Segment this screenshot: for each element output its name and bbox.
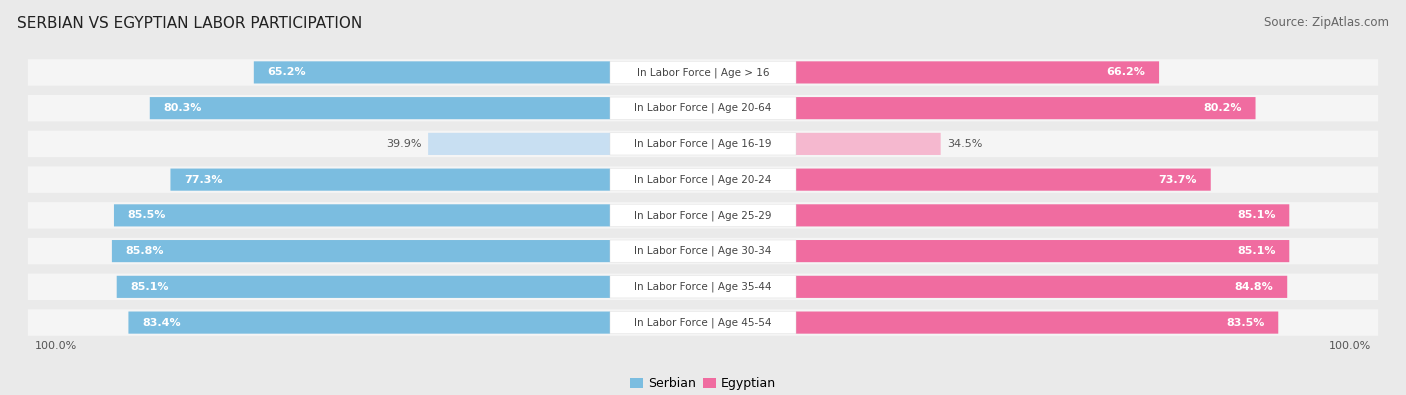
FancyBboxPatch shape	[28, 95, 1378, 121]
FancyBboxPatch shape	[427, 133, 610, 155]
FancyBboxPatch shape	[254, 61, 610, 83]
FancyBboxPatch shape	[610, 133, 796, 155]
FancyBboxPatch shape	[796, 169, 1211, 191]
Text: In Labor Force | Age 16-19: In Labor Force | Age 16-19	[634, 139, 772, 149]
Text: 83.5%: 83.5%	[1226, 318, 1264, 327]
FancyBboxPatch shape	[610, 312, 796, 334]
Text: 85.1%: 85.1%	[1237, 211, 1275, 220]
Text: In Labor Force | Age > 16: In Labor Force | Age > 16	[637, 67, 769, 78]
Text: In Labor Force | Age 20-24: In Labor Force | Age 20-24	[634, 174, 772, 185]
Legend: Serbian, Egyptian: Serbian, Egyptian	[626, 372, 780, 395]
FancyBboxPatch shape	[117, 276, 610, 298]
FancyBboxPatch shape	[610, 169, 796, 191]
FancyBboxPatch shape	[28, 202, 1378, 229]
FancyBboxPatch shape	[28, 59, 1378, 86]
Text: 65.2%: 65.2%	[267, 68, 307, 77]
Text: 39.9%: 39.9%	[385, 139, 422, 149]
FancyBboxPatch shape	[796, 97, 1256, 119]
Text: 83.4%: 83.4%	[142, 318, 181, 327]
FancyBboxPatch shape	[610, 97, 796, 119]
FancyBboxPatch shape	[610, 204, 796, 226]
Text: In Labor Force | Age 35-44: In Labor Force | Age 35-44	[634, 282, 772, 292]
Text: Source: ZipAtlas.com: Source: ZipAtlas.com	[1264, 16, 1389, 29]
Text: SERBIAN VS EGYPTIAN LABOR PARTICIPATION: SERBIAN VS EGYPTIAN LABOR PARTICIPATION	[17, 16, 363, 31]
FancyBboxPatch shape	[28, 131, 1378, 157]
FancyBboxPatch shape	[610, 276, 796, 298]
Text: 85.1%: 85.1%	[1237, 246, 1275, 256]
FancyBboxPatch shape	[28, 309, 1378, 336]
FancyBboxPatch shape	[112, 240, 610, 262]
FancyBboxPatch shape	[150, 97, 610, 119]
Text: 34.5%: 34.5%	[948, 139, 983, 149]
Text: 66.2%: 66.2%	[1107, 68, 1146, 77]
FancyBboxPatch shape	[28, 274, 1378, 300]
FancyBboxPatch shape	[796, 133, 941, 155]
Text: 73.7%: 73.7%	[1159, 175, 1197, 184]
Text: 85.1%: 85.1%	[131, 282, 169, 292]
Text: 85.8%: 85.8%	[125, 246, 165, 256]
FancyBboxPatch shape	[796, 240, 1289, 262]
FancyBboxPatch shape	[610, 240, 796, 262]
FancyBboxPatch shape	[610, 61, 796, 83]
Text: In Labor Force | Age 25-29: In Labor Force | Age 25-29	[634, 210, 772, 221]
Text: 100.0%: 100.0%	[35, 341, 77, 351]
Text: 100.0%: 100.0%	[1329, 341, 1371, 351]
Text: 80.3%: 80.3%	[163, 103, 202, 113]
Text: 84.8%: 84.8%	[1234, 282, 1274, 292]
Text: In Labor Force | Age 20-64: In Labor Force | Age 20-64	[634, 103, 772, 113]
FancyBboxPatch shape	[28, 166, 1378, 193]
FancyBboxPatch shape	[128, 312, 610, 334]
Text: 80.2%: 80.2%	[1204, 103, 1241, 113]
Text: In Labor Force | Age 30-34: In Labor Force | Age 30-34	[634, 246, 772, 256]
Text: 85.5%: 85.5%	[128, 211, 166, 220]
FancyBboxPatch shape	[114, 204, 610, 226]
Text: 77.3%: 77.3%	[184, 175, 222, 184]
FancyBboxPatch shape	[796, 61, 1159, 83]
FancyBboxPatch shape	[170, 169, 610, 191]
FancyBboxPatch shape	[796, 276, 1288, 298]
FancyBboxPatch shape	[796, 312, 1278, 334]
FancyBboxPatch shape	[28, 238, 1378, 264]
Text: In Labor Force | Age 45-54: In Labor Force | Age 45-54	[634, 317, 772, 328]
FancyBboxPatch shape	[796, 204, 1289, 226]
